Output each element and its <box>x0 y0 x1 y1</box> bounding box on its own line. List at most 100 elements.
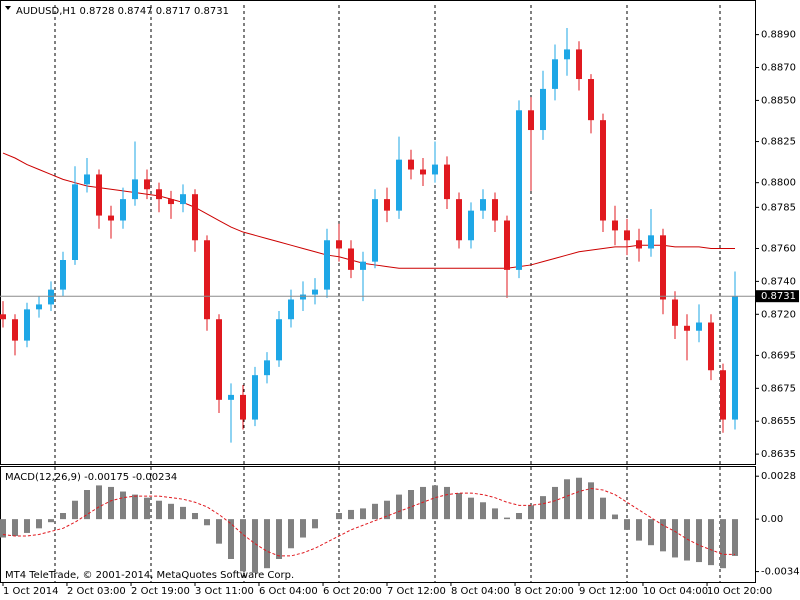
candle-body <box>180 194 186 205</box>
candle-body <box>600 120 606 221</box>
candle-body <box>156 189 162 200</box>
y-tick-label: 0.8785 <box>761 202 796 213</box>
histogram-bar <box>684 519 690 561</box>
candle-body <box>444 164 450 200</box>
histogram-bar <box>648 519 654 546</box>
candle-body <box>12 319 18 341</box>
x-tick-label: 7 Oct 12:00 <box>387 586 446 597</box>
candle-body <box>360 261 366 270</box>
footer: MT4 TeleTrade, © 2001-2014, MetaQuotes S… <box>5 570 294 581</box>
histogram-bar <box>444 486 450 520</box>
candle-body <box>516 110 522 270</box>
histogram-bar <box>144 497 150 520</box>
histogram-bar <box>408 490 414 520</box>
histogram-bar <box>636 519 642 541</box>
y-tick-label: 0.8655 <box>761 416 796 427</box>
x-tick-label: 8 Oct 04:00 <box>451 586 510 597</box>
histogram-bar <box>576 477 582 520</box>
histogram-bar <box>108 486 114 520</box>
x-tick-label: 6 Oct 04:00 <box>259 586 318 597</box>
histogram-bar <box>696 519 702 563</box>
histogram-bar <box>456 493 462 520</box>
histogram-bar <box>120 491 126 520</box>
histogram-bar <box>0 519 6 538</box>
candle-body <box>240 394 246 420</box>
candle-body <box>504 220 510 270</box>
histogram-bar <box>552 486 558 520</box>
histogram-bar <box>36 519 42 529</box>
x-tick-label: 2 Oct 19:00 <box>131 586 190 597</box>
histogram-bar <box>612 514 618 520</box>
histogram-bar <box>468 497 474 520</box>
histogram-bar <box>288 519 294 549</box>
y-tick-label: 0.8890 <box>761 30 796 41</box>
x-tick-label: 6 Oct 20:00 <box>323 586 382 597</box>
histogram-bar <box>720 519 726 569</box>
y-tick-label: 0.8825 <box>761 137 796 148</box>
candle-body <box>396 159 402 211</box>
candle-body <box>0 314 6 320</box>
candle-body <box>576 49 582 80</box>
bid-label-box <box>756 290 799 303</box>
histogram-bar <box>516 513 522 520</box>
y-tick-label: 0.8720 <box>761 309 796 320</box>
candle-body <box>384 199 390 211</box>
y-tick-label: 0.0028 <box>761 471 796 482</box>
candle-body <box>204 240 210 320</box>
y-tick-label: 0.8695 <box>761 350 796 361</box>
histogram-bar <box>192 513 198 520</box>
moving-average <box>2 152 735 269</box>
histogram-bar <box>420 486 426 520</box>
histogram-bar <box>228 519 234 559</box>
candle-body <box>540 88 546 131</box>
candle-body <box>216 319 222 400</box>
histogram-bar <box>588 482 594 520</box>
histogram-bar <box>240 519 246 572</box>
histogram-bar <box>384 500 390 520</box>
candle-body <box>696 322 702 331</box>
candle-body <box>96 174 102 216</box>
histogram-bar <box>372 503 378 520</box>
histogram-bar <box>480 502 486 520</box>
candle-body <box>72 184 78 260</box>
x-tick-label: 10 Oct 20:00 <box>707 586 772 597</box>
y-tick-label: 0.00 <box>761 514 783 525</box>
candle-body <box>264 360 270 376</box>
candle-body <box>108 215 114 221</box>
candle-body <box>408 159 414 170</box>
histogram-bar <box>540 496 546 520</box>
histogram-bar <box>60 513 66 520</box>
candle-body <box>228 394 234 400</box>
x-tick-label: 2 Oct 03:00 <box>67 586 126 597</box>
candle-body <box>300 294 306 300</box>
candle-body <box>276 319 282 361</box>
menu-arrow <box>5 6 11 10</box>
candle-body <box>336 240 342 249</box>
candle-body <box>648 235 654 249</box>
histogram-bar <box>132 494 138 520</box>
candle-body <box>492 199 498 221</box>
signal-line <box>2 487 735 557</box>
histogram-bar <box>624 519 630 530</box>
candle-body <box>312 289 318 295</box>
histogram-bar <box>216 519 222 544</box>
candle-body <box>372 199 378 262</box>
candle-body <box>252 375 258 420</box>
histogram-bar <box>504 517 510 520</box>
histogram-bar <box>204 519 210 526</box>
y-tick-label: 0.8800 <box>761 178 796 189</box>
bid-label: 0.8731 <box>761 291 796 302</box>
x-tick-label: 10 Oct 04:00 <box>643 586 708 597</box>
candle-body <box>588 79 594 121</box>
candle-body <box>420 169 426 175</box>
candle-body <box>192 194 198 241</box>
main-frame <box>0 0 756 465</box>
macd-title: MACD(12,26,9) -0.00175 -0.00234 <box>5 472 177 483</box>
y-tick-label: 0.8635 <box>761 449 796 460</box>
histogram-bar <box>360 508 366 520</box>
histogram-bar <box>564 479 570 520</box>
y-tick-label: 0.8740 <box>761 276 796 287</box>
histogram-bar <box>96 485 102 520</box>
histogram-bar <box>492 508 498 520</box>
